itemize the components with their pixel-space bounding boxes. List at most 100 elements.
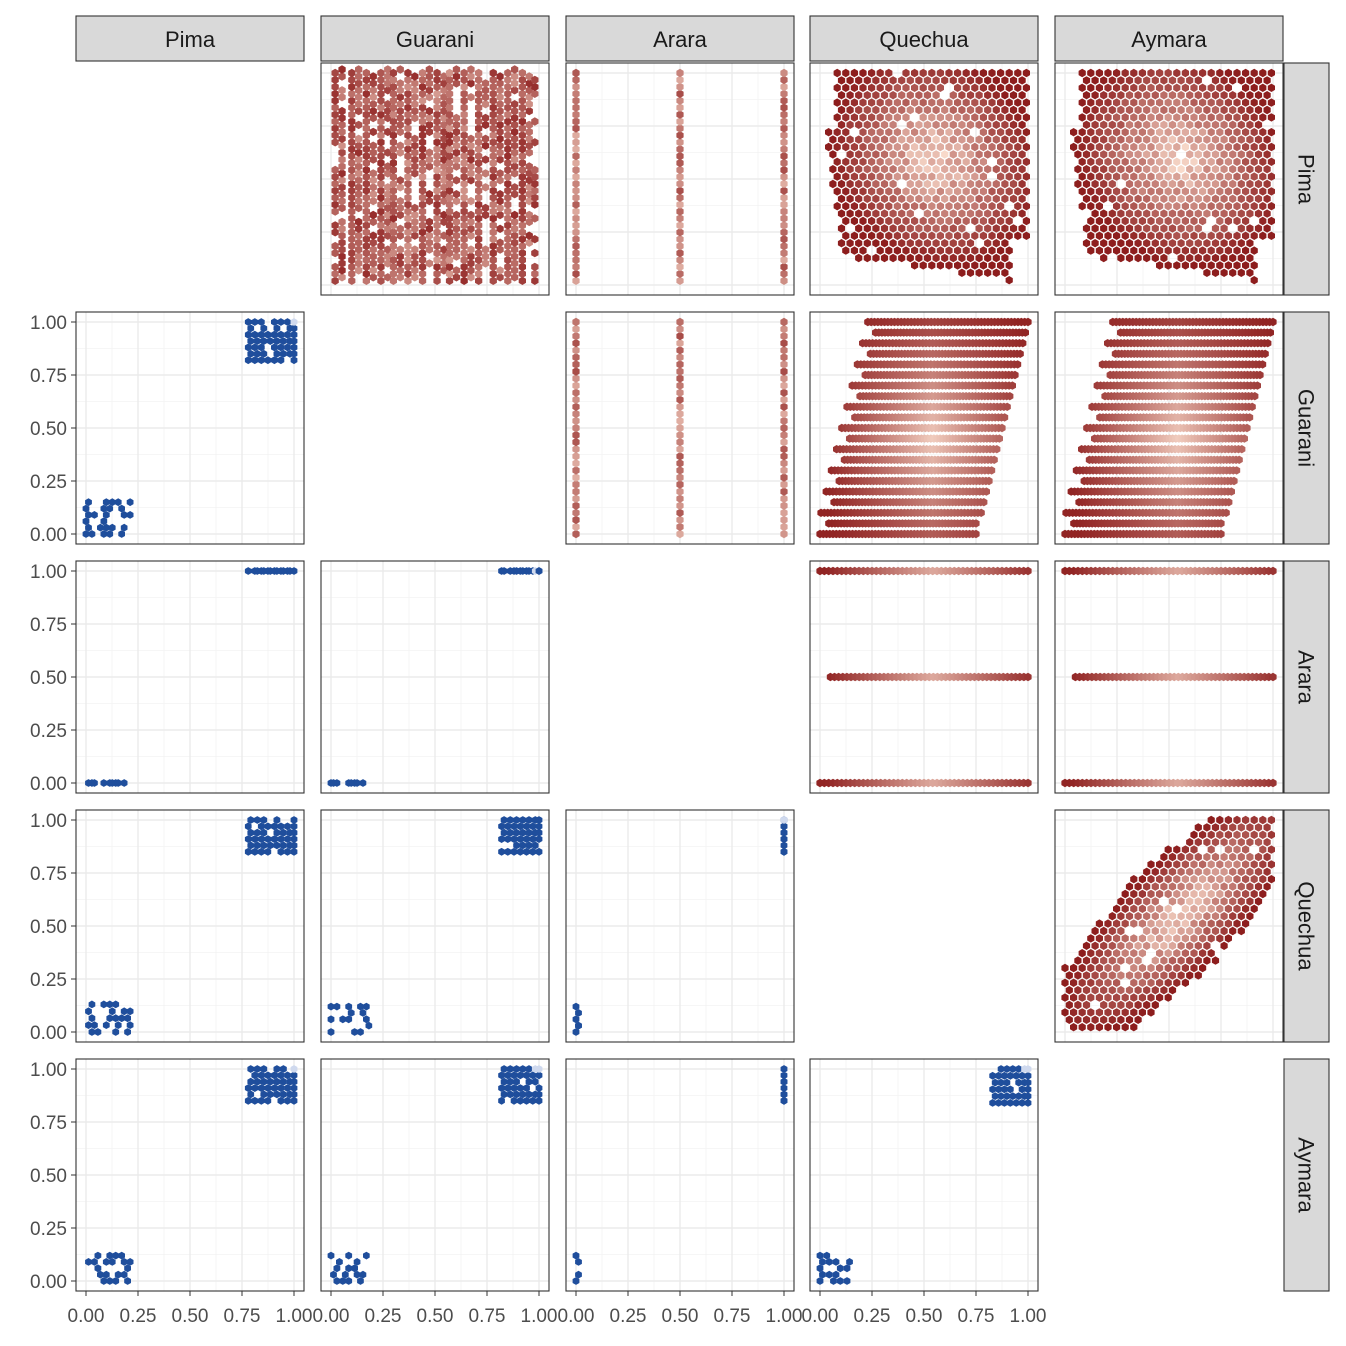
hex-cell xyxy=(1134,912,1142,921)
hex-cell xyxy=(780,221,788,230)
hex-cell xyxy=(1186,253,1194,263)
hex-cell xyxy=(833,113,841,122)
hex-cell xyxy=(1229,882,1237,891)
hex-cell xyxy=(1207,246,1215,255)
hex-cell xyxy=(1130,157,1138,166)
hex-cell xyxy=(1199,98,1207,107)
hex-cell xyxy=(1022,142,1030,152)
row-strip-label: Pima xyxy=(1294,154,1319,205)
hex-cell xyxy=(863,150,871,159)
hex-cell xyxy=(1246,823,1254,832)
hex-cell xyxy=(1203,926,1211,936)
hex-cell xyxy=(1125,135,1134,144)
hex-cell xyxy=(1254,852,1263,862)
hex-cell xyxy=(489,131,497,140)
hex-cell xyxy=(1147,68,1155,78)
hex-cell xyxy=(1186,105,1194,115)
hex-cell xyxy=(460,158,468,168)
hex-cell xyxy=(1168,867,1177,876)
hex-cell xyxy=(1211,179,1220,189)
hex-cell xyxy=(1130,68,1138,78)
hex-cell xyxy=(1160,194,1168,203)
hex-cell xyxy=(389,68,397,78)
hex-cell xyxy=(475,186,483,195)
hex-cell xyxy=(572,103,580,112)
hex-cell xyxy=(411,79,419,88)
hex-cell xyxy=(1177,852,1185,862)
hex-cell xyxy=(1177,194,1185,203)
hex-cell xyxy=(850,157,858,166)
hex-cell xyxy=(572,395,580,404)
hex-cell xyxy=(1014,98,1022,107)
hex-cell xyxy=(975,135,983,144)
hex-cell xyxy=(1207,830,1215,839)
hex-cell xyxy=(902,98,910,107)
hex-cell xyxy=(880,194,889,203)
hex-cell xyxy=(885,68,893,78)
hex-cell xyxy=(384,86,392,95)
hex-cell xyxy=(1250,904,1258,913)
hex-cell xyxy=(966,194,975,203)
hex-cell xyxy=(1216,68,1224,78)
hex-cell xyxy=(362,110,370,119)
hex-cell xyxy=(979,231,987,240)
hex-cell xyxy=(338,224,346,233)
hex-cell xyxy=(572,214,580,223)
hex-cell xyxy=(1019,339,1027,348)
hex-cell xyxy=(1194,882,1202,891)
hex-cell xyxy=(338,148,346,157)
hex-cell xyxy=(780,255,788,265)
hex-cell xyxy=(389,269,397,278)
hex-cell xyxy=(889,179,897,189)
hex-cell xyxy=(906,224,914,233)
hex-cell xyxy=(467,273,475,282)
hex-cell xyxy=(404,151,412,161)
hex-cell xyxy=(1250,875,1258,884)
hex-cell xyxy=(1216,231,1224,240)
hex-cell xyxy=(1237,852,1245,862)
hex-cell xyxy=(859,83,867,92)
hex-cell xyxy=(1203,91,1211,100)
hex-cell xyxy=(928,68,936,78)
hex-cell xyxy=(1250,830,1258,839)
hex-cell xyxy=(1147,142,1155,152)
hex-cell xyxy=(396,245,404,254)
hex-cell xyxy=(525,231,533,240)
hex-cell xyxy=(377,68,385,78)
hex-cell xyxy=(1259,157,1267,166)
hex-cell xyxy=(389,200,397,209)
hex-cell xyxy=(518,186,526,195)
hex-cell xyxy=(780,124,788,133)
hex-cell xyxy=(1229,91,1237,100)
hex-cell xyxy=(1181,172,1189,181)
hex-cell xyxy=(1211,239,1220,248)
hex-cell xyxy=(966,179,975,189)
hex-cell xyxy=(1220,135,1228,144)
hex-cell xyxy=(511,127,519,137)
hex-cell xyxy=(941,194,949,203)
hex-cell xyxy=(1220,882,1228,891)
hex-cell xyxy=(880,179,889,189)
hex-cell xyxy=(1134,150,1142,159)
hex-cell xyxy=(355,259,363,268)
hex-cell xyxy=(433,241,441,251)
hex-cell xyxy=(780,459,788,468)
hex-cell xyxy=(396,224,404,233)
hex-cell xyxy=(1240,434,1248,443)
hex-cell xyxy=(1267,187,1275,196)
hex-cell xyxy=(945,68,953,78)
hex-cell xyxy=(1224,216,1232,226)
hex-cell xyxy=(531,172,539,182)
hex-cell xyxy=(1263,135,1271,144)
hex-cell xyxy=(1233,466,1241,475)
hex-cell xyxy=(936,202,944,211)
hex-cell xyxy=(676,381,684,390)
hex-cell xyxy=(1229,179,1237,189)
row-strip-bg xyxy=(1283,311,1330,545)
hex-cell xyxy=(496,127,504,137)
hex-cell xyxy=(504,200,512,209)
hex-cell xyxy=(362,151,370,161)
hex-cell xyxy=(452,245,461,254)
hex-cell xyxy=(1263,165,1271,174)
hex-cell xyxy=(859,142,867,152)
